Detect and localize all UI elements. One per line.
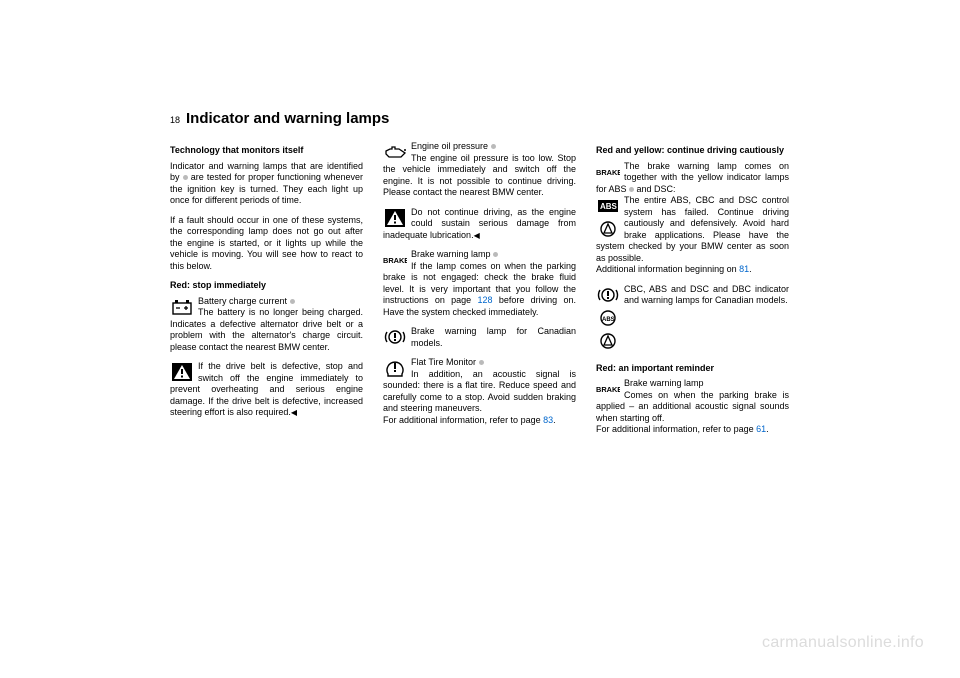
para-parking-brake: BRAKE Brake warning lamp Comes on when t… [596, 378, 789, 436]
section-technology-heading: Technology that monitors itself [170, 145, 363, 157]
watermark: carmanualsonline.info [762, 634, 924, 652]
warning-triangle-icon [170, 361, 194, 383]
para-battery: Battery charge current The battery is no… [170, 296, 363, 354]
abs-circle-icon: ABS [596, 307, 620, 329]
page-content: 18 Indicator and warning lamps Technolog… [170, 110, 790, 444]
column-1: Technology that monitors itself Indicato… [170, 141, 363, 444]
text: Additional information beginning on [596, 264, 739, 274]
para-fault-behavior: If a fault should occur in one of these … [170, 215, 363, 273]
page-link-83[interactable]: 83 [543, 415, 553, 425]
text: The brake warning lamp comes on together… [596, 161, 789, 194]
dsc-triangle-icon [596, 330, 620, 352]
svg-text:BRAKE: BRAKE [596, 385, 620, 394]
para-drive-belt-warning: If the drive belt is defective, stop and… [170, 361, 363, 419]
brake-text-icon: BRAKE [596, 161, 620, 183]
section-red-reminder-heading: Red: an important reminder [596, 363, 789, 375]
column-3: Red and yellow: continue driving cautiou… [596, 141, 789, 444]
dsc-triangle-icon [596, 218, 620, 240]
para-brake-lamp: BRAKE Brake warning lamp If the lamp com… [383, 249, 576, 318]
svg-text:ABS: ABS [602, 317, 615, 323]
section-red-stop-heading: Red: stop immediately [170, 280, 363, 292]
svg-text:ABS: ABS [600, 202, 618, 211]
para-oil-pressure: Engine oil pressure The engine oil press… [383, 141, 576, 199]
text: In addition, an acoustic signal is sound… [383, 369, 576, 414]
para-oil-warning: Do not continue driving, as the engine c… [383, 207, 576, 242]
para-flat-tire: Flat Tire Monitor In addition, an acoust… [383, 357, 576, 426]
text: The engine oil pressure is too low. Stop… [383, 153, 576, 198]
indicator-dot-icon [493, 252, 498, 257]
text: are tested for proper functioning whenev… [170, 172, 363, 205]
text: Brake warning lamp for Canadian models. [411, 326, 576, 348]
columns: Technology that monitors itself Indicato… [170, 141, 790, 444]
svg-text:BRAKE: BRAKE [596, 167, 620, 176]
svg-text:BRAKE: BRAKE [383, 256, 407, 265]
brake-text-icon: BRAKE [596, 378, 620, 400]
column-2: Engine oil pressure The engine oil press… [383, 141, 576, 444]
oil-can-icon [383, 141, 407, 163]
text: If the drive belt is defective, stop and… [170, 361, 363, 417]
abs-icon: ABS [596, 195, 620, 217]
page-link-128[interactable]: 128 [477, 295, 492, 305]
text: For additional information, refer to pag… [383, 415, 543, 425]
brake-circle-icon [383, 326, 407, 348]
para-canadian-lamps: CBC, ABS and DSC and DBC indicator and w… [596, 284, 789, 353]
indicator-dot-icon [479, 360, 484, 365]
text: Brake warning lamp Comes on when the par… [596, 378, 789, 423]
text: . [553, 415, 556, 425]
section-red-yellow-heading: Red and yellow: continue driving cautiou… [596, 145, 789, 157]
battery-icon [170, 296, 194, 318]
text: . [749, 264, 752, 274]
para-brake-canada: Brake warning lamp for Canadian models. [383, 326, 576, 349]
text: and DSC: [634, 184, 676, 194]
indicator-dot-icon [290, 299, 295, 304]
text: The battery is no longer being charged. … [170, 307, 363, 352]
para-abs-combined: BRAKE The brake warning lamp comes on to… [596, 161, 789, 276]
text: Flat Tire Monitor [411, 357, 479, 367]
brake-text-icon: BRAKE [383, 249, 407, 271]
flat-tire-icon [383, 357, 407, 379]
indicator-dot-icon [491, 144, 496, 149]
text: Battery charge current [198, 296, 290, 306]
text: For additional information, refer to pag… [596, 424, 756, 434]
page-title: Indicator and warning lamps [186, 110, 389, 127]
brake-circle-icon [596, 284, 620, 306]
end-marker-icon: ◀ [474, 231, 480, 240]
page-link-61[interactable]: 61 [756, 424, 766, 434]
page-link-81[interactable]: 81 [739, 264, 749, 274]
text: The entire ABS, CBC and DSC control syst… [596, 195, 789, 263]
end-marker-icon: ◀ [291, 408, 297, 417]
page-number: 18 [170, 115, 180, 125]
text: Brake warning lamp [411, 249, 493, 259]
para-tech-monitor: Indicator and warning lamps that are ide… [170, 161, 363, 207]
text: CBC, ABS and DSC and DBC indicator and w… [624, 284, 789, 306]
text: Engine oil pressure [411, 141, 491, 151]
text: . [766, 424, 769, 434]
warning-triangle-icon [383, 207, 407, 229]
title-row: 18 Indicator and warning lamps [170, 110, 790, 127]
